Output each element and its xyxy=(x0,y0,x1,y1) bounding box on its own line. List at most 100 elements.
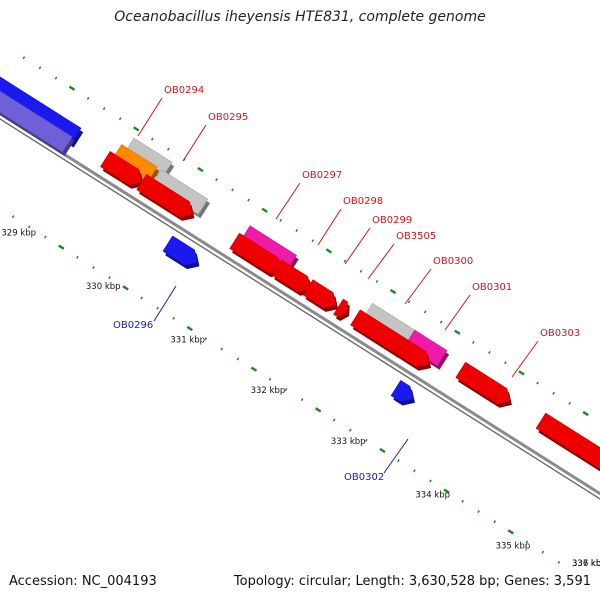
tick-label: 337 kbp xyxy=(572,559,600,569)
outer-tick-mark xyxy=(407,300,411,304)
inner-tick-mark xyxy=(379,447,386,454)
inner-tick-mark xyxy=(76,255,79,259)
inner-tick-mark xyxy=(314,407,322,413)
gene-block-red xyxy=(333,298,348,318)
inner-tick-mark xyxy=(397,459,400,463)
inner-tick-mark xyxy=(557,560,561,564)
inner-tick-mark xyxy=(268,377,272,381)
gene-block-blue xyxy=(162,235,198,266)
gene-label: OB0300 xyxy=(433,256,473,267)
gene-block-red xyxy=(100,150,142,186)
inner-tick-mark xyxy=(429,479,432,483)
outer-tick-mark xyxy=(231,188,234,192)
inner-tick-mark xyxy=(11,215,15,219)
gene-block-red xyxy=(535,412,600,470)
outer-tick-mark xyxy=(552,391,555,395)
inner-tick-mark xyxy=(122,285,129,291)
gene-leader-line xyxy=(383,438,409,474)
inner-tick-mark xyxy=(58,244,65,250)
outer-tick-mark xyxy=(325,248,333,254)
tick-label: 336 kbp xyxy=(572,559,600,569)
outer-tick-mark xyxy=(536,381,539,385)
inner-tick-mark xyxy=(140,296,143,300)
inner-tick-mark xyxy=(92,266,95,270)
map-title: Oceanobacillus iheyensis HTE831, complet… xyxy=(114,9,486,25)
outer-tick-mark xyxy=(454,329,461,335)
outer-tick-mark xyxy=(150,137,154,141)
inner-tick-mark xyxy=(220,347,224,351)
inner-tick-mark xyxy=(43,235,47,239)
tick-label: 334 kbp xyxy=(415,490,450,500)
inner-tick-mark xyxy=(204,337,208,341)
gene-label: OB0297 xyxy=(302,170,342,181)
inner-tick-mark xyxy=(364,438,368,442)
gene-leader-line xyxy=(404,268,432,305)
outer-tick-mark xyxy=(471,340,475,344)
outer-tick-mark xyxy=(518,370,525,376)
outer-tick-mark xyxy=(488,351,491,355)
outer-tick-mark xyxy=(167,147,170,151)
gene-label: OB0299 xyxy=(372,215,412,226)
inner-tick-mark xyxy=(493,520,497,524)
inner-tick-mark xyxy=(332,418,336,422)
inner-tick-mark xyxy=(461,499,464,503)
outer-tick-mark xyxy=(197,166,204,173)
outer-tick-mark xyxy=(215,178,218,182)
gene-label: OB0296 xyxy=(113,320,153,331)
gene-label: OB3505 xyxy=(396,231,436,242)
tick-label: 331 kbp xyxy=(170,335,205,345)
gene-block-red xyxy=(302,279,337,309)
gene-label: OB0302 xyxy=(344,472,384,483)
outer-tick-mark xyxy=(68,85,76,91)
inner-tick-mark xyxy=(300,398,304,402)
inner-tick-mark xyxy=(348,428,352,432)
inner-tick-mark xyxy=(477,509,481,513)
gene-block-blue xyxy=(390,379,414,402)
gene-block-purple xyxy=(0,90,73,153)
outer-tick-mark xyxy=(568,401,571,405)
inner-tick-mark xyxy=(186,325,193,332)
accession-label: Accession: NC_004193 xyxy=(9,574,157,589)
inner-tick-mark xyxy=(541,550,545,554)
gene-leader-line xyxy=(444,294,471,331)
outer-tick-mark xyxy=(375,279,379,283)
gene-block-red xyxy=(271,259,311,293)
outer-tick-mark xyxy=(102,107,106,111)
tick-label: 333 kbp xyxy=(331,437,366,447)
gene-leader-line xyxy=(317,208,342,246)
outer-tick-mark xyxy=(247,198,250,202)
outer-tick-mark xyxy=(423,310,427,314)
gene-block-red xyxy=(136,173,193,218)
inner-tick-mark xyxy=(108,276,111,280)
inner-tick-mark xyxy=(525,540,529,544)
outer-tick-mark xyxy=(311,239,315,243)
outer-tick-mark xyxy=(504,361,507,365)
backbone-inner-strand xyxy=(0,118,600,500)
tick-label: 330 kbp xyxy=(86,282,121,292)
gene-block-red xyxy=(394,337,430,368)
inner-tick-mark xyxy=(507,529,514,535)
gene-label: OB0294 xyxy=(164,85,204,96)
outer-tick-mark xyxy=(389,288,397,295)
gene-label: OB0295 xyxy=(208,112,248,123)
gene-label: OB0298 xyxy=(343,196,383,207)
outer-tick-mark xyxy=(359,269,363,273)
gene-leader-line xyxy=(153,285,177,322)
outer-tick-mark xyxy=(54,76,58,80)
gene-leader-line xyxy=(367,243,395,280)
inner-tick-mark xyxy=(413,469,416,473)
tick-label: 332 kbp xyxy=(251,386,286,396)
gene-leader-line xyxy=(344,227,371,265)
outer-tick-mark xyxy=(133,126,140,132)
outer-tick-mark xyxy=(439,320,443,324)
inner-tick-mark xyxy=(156,306,159,310)
gene-leader-line xyxy=(182,124,207,162)
inner-tick-mark xyxy=(250,366,258,372)
outer-tick-mark xyxy=(582,410,589,417)
gene-leader-line xyxy=(137,97,163,137)
inner-tick-mark xyxy=(284,387,288,391)
outer-tick-mark xyxy=(261,207,268,213)
gene-label: OB0303 xyxy=(540,328,580,339)
genome-summary: Topology: circular; Length: 3,630,528 bp… xyxy=(233,574,591,589)
